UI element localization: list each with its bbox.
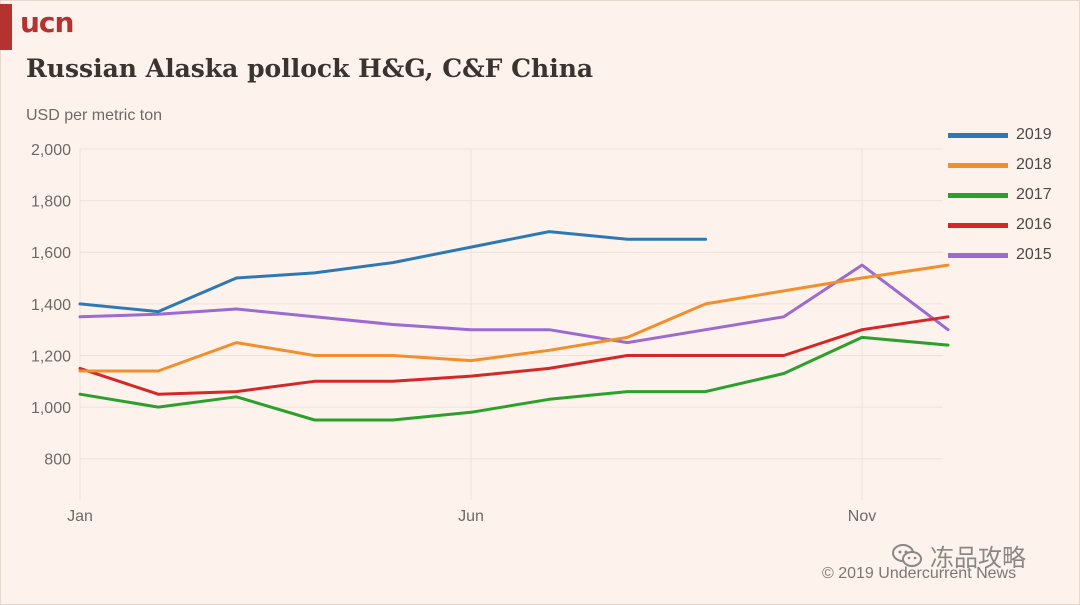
series-line-2018 — [78, 263, 950, 373]
series-line-2015 — [78, 263, 950, 345]
y-tick-label: 2,000 — [31, 142, 71, 159]
x-tick-label: Jan — [67, 508, 93, 525]
x-tick-labels: Jan Jun Nov — [67, 508, 876, 525]
y-tick-label: 1,400 — [31, 297, 71, 314]
legend-label: 2018 — [1016, 156, 1052, 173]
y-tick-label: 1,000 — [31, 400, 71, 417]
y-tick-label: 1,200 — [31, 348, 71, 365]
legend-swatch — [948, 132, 1008, 138]
series-line-2017 — [78, 335, 950, 422]
legend-swatch — [948, 222, 1008, 228]
brand-logo: ucn — [20, 6, 74, 39]
legend-item-2015: 2015 — [948, 240, 1052, 270]
legend-swatch — [948, 192, 1008, 198]
x-tick-label: Jun — [458, 508, 484, 525]
legend-label: 2016 — [1016, 216, 1052, 233]
y-tick-label: 1,600 — [31, 245, 71, 262]
copyright: © 2019 Undercurrent News — [822, 565, 1017, 582]
series-line-2016 — [78, 315, 950, 396]
legend-item-2017: 2017 — [948, 180, 1052, 210]
watermark-text: 冻品攻略 — [930, 545, 1026, 572]
brand-bar — [0, 4, 12, 50]
chart-title: Russian Alaska pollock H&G, C&F China — [26, 54, 594, 83]
y-tick-label: 1,800 — [31, 194, 71, 211]
legend-item-2016: 2016 — [948, 210, 1052, 240]
legend-label: 2017 — [1016, 186, 1052, 203]
legend-label: 2019 — [1016, 126, 1052, 143]
y-tick-label: 800 — [44, 452, 71, 469]
x-tick-label: Nov — [848, 508, 876, 525]
legend: 2019 2018 2017 2016 2015 — [948, 120, 1052, 270]
series-line-2019 — [78, 230, 708, 314]
grid-lines — [79, 148, 943, 500]
wechat-icon — [892, 543, 922, 569]
legend-swatch — [948, 162, 1008, 168]
legend-item-2019: 2019 — [948, 120, 1052, 150]
series-lines — [78, 230, 950, 422]
legend-item-2018: 2018 — [948, 150, 1052, 180]
y-tick-labels: 800 1,000 1,200 1,400 1,600 1,800 2,000 — [31, 142, 71, 469]
legend-label: 2015 — [1016, 246, 1052, 263]
watermark: 冻品攻略 — [892, 538, 1026, 573]
y-axis-label: USD per metric ton — [26, 107, 163, 124]
legend-swatch — [948, 252, 1008, 258]
